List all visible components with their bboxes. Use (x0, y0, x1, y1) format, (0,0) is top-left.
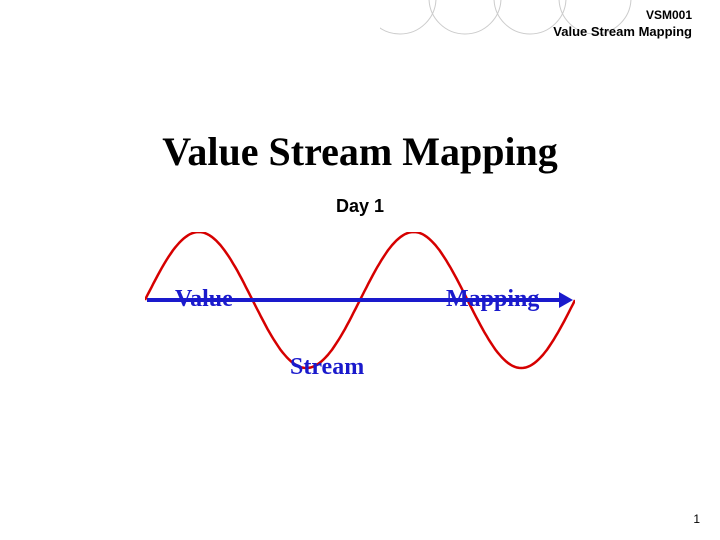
header-code: VSM001 (646, 8, 692, 22)
wave-svg (145, 232, 575, 412)
label-value: Value (175, 286, 233, 313)
wave-diagram (145, 232, 575, 412)
slide: VSM001 Value Stream Mapping Value Stream… (0, 0, 720, 540)
page-number: 1 (693, 512, 700, 526)
label-stream: Stream (290, 354, 364, 381)
main-title: Value Stream Mapping (0, 128, 720, 175)
subtitle-day: Day 1 (0, 196, 720, 217)
header-subtitle: Value Stream Mapping (553, 24, 692, 39)
label-mapping: Mapping (446, 286, 539, 313)
